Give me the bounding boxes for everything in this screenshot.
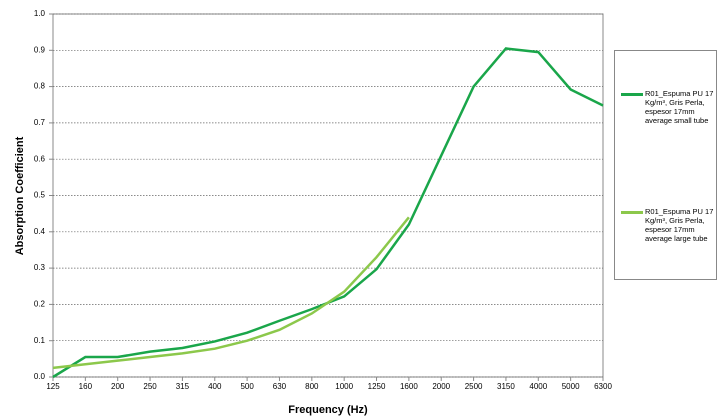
x-axis-label: Frequency (Hz) <box>288 404 368 416</box>
y-tick-label: 0.4 <box>34 227 46 236</box>
x-tick-label: 5000 <box>562 382 580 391</box>
y-tick-label: 0.0 <box>34 372 46 381</box>
y-tick-label: 0.9 <box>34 45 46 54</box>
y-tick-label: 0.3 <box>34 263 46 272</box>
x-tick-label: 3150 <box>497 382 515 391</box>
x-tick-label: 200 <box>111 382 125 391</box>
x-tick-label: 2500 <box>465 382 483 391</box>
y-tick-label: 0.2 <box>34 300 46 309</box>
legend-entry: R01_Espuma PU 17 Kg/m³, Gris Perla, espe… <box>621 89 715 125</box>
x-tick-label: 1600 <box>400 382 418 391</box>
y-tick-label: 0.8 <box>34 82 46 91</box>
x-tick-label: 2000 <box>432 382 450 391</box>
legend-entry: R01_Espuma PU 17 Kg/m³, Gris Perla, espe… <box>621 207 715 243</box>
x-tick-label: 250 <box>143 382 157 391</box>
x-tick-label: 1000 <box>335 382 353 391</box>
x-tick-label: 500 <box>240 382 254 391</box>
series-line <box>52 216 410 370</box>
y-tick-label: 1.0 <box>34 9 46 18</box>
x-tick-label: 6300 <box>594 382 612 391</box>
x-tick-label: 630 <box>273 382 287 391</box>
x-tick-label: 315 <box>176 382 190 391</box>
y-tick-label: 0.5 <box>34 191 46 200</box>
legend-label: R01_Espuma PU 17 Kg/m³, Gris Perla, espe… <box>645 89 714 125</box>
x-tick-label: 400 <box>208 382 222 391</box>
legend-label: R01_Espuma PU 17 Kg/m³, Gris Perla, espe… <box>645 207 714 243</box>
x-tick-label: 125 <box>46 382 60 391</box>
x-tick-label: 4000 <box>529 382 547 391</box>
legend: R01_Espuma PU 17 Kg/m³, Gris Perla, espe… <box>614 50 717 280</box>
series-line <box>52 47 604 379</box>
y-tick-label: 0.7 <box>34 118 46 127</box>
x-tick-label: 160 <box>79 382 93 391</box>
legend-swatch <box>621 211 643 214</box>
x-tick-label: 1250 <box>368 382 386 391</box>
legend-swatch <box>621 93 643 96</box>
x-tick-label: 800 <box>305 382 319 391</box>
y-tick-label: 0.1 <box>34 336 46 345</box>
y-tick-label: 0.6 <box>34 154 46 163</box>
y-axis-label: Absorption Coefficient <box>14 136 26 255</box>
